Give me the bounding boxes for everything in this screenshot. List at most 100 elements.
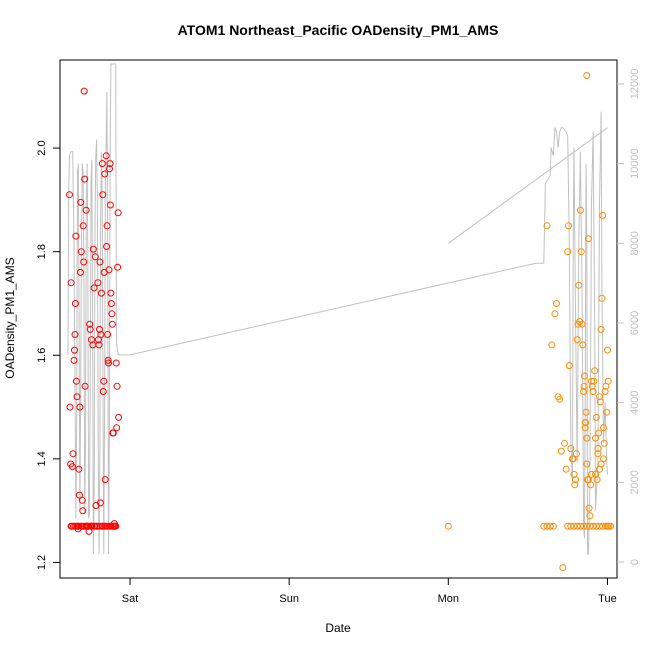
data-point-orange bbox=[557, 447, 565, 455]
data-point-red bbox=[72, 232, 80, 240]
y-axis-ticks: 1.2 1.4 1.6 1.8 2.0 bbox=[36, 140, 60, 570]
data-point-orange bbox=[580, 388, 588, 395]
data-point-red bbox=[90, 284, 98, 292]
y2-tick-label: 4000 bbox=[629, 390, 641, 414]
data-point-orange bbox=[600, 439, 608, 447]
data-point-red bbox=[107, 289, 115, 297]
x-tick-label: Sat bbox=[122, 593, 139, 605]
data-point-orange bbox=[604, 377, 612, 385]
x-axis-label: Date bbox=[325, 621, 351, 635]
data-point-red bbox=[103, 222, 111, 230]
data-point-orange bbox=[575, 281, 583, 289]
data-point-red bbox=[75, 491, 83, 499]
data-point-red bbox=[104, 356, 112, 364]
data-point-orange bbox=[603, 408, 611, 416]
chart-title: ATOM1 Northeast_Pacific OADensity_PM1_AM… bbox=[178, 22, 499, 38]
data-point-orange bbox=[582, 408, 590, 416]
data-point-orange bbox=[561, 439, 568, 447]
data-point-orange bbox=[572, 450, 580, 458]
y-tick-label: 1.2 bbox=[36, 555, 48, 570]
data-point-red bbox=[104, 331, 112, 338]
data-point-orange bbox=[553, 300, 560, 307]
data-point-orange bbox=[549, 522, 557, 530]
y2-tick-label: 6000 bbox=[629, 311, 641, 335]
y2-tick-label: 12000 bbox=[629, 69, 641, 100]
data-point-orange bbox=[600, 424, 607, 432]
data-point-orange bbox=[444, 522, 452, 530]
data-point-orange bbox=[546, 522, 554, 530]
data-point-red bbox=[80, 87, 88, 95]
data-point-red bbox=[101, 170, 109, 178]
data-point-red bbox=[109, 522, 116, 530]
data-point-red bbox=[96, 522, 104, 530]
data-point-red bbox=[97, 331, 105, 338]
data-point-red bbox=[114, 263, 122, 271]
data-point-orange bbox=[548, 341, 556, 349]
data-point-orange bbox=[571, 481, 579, 489]
data-point-red bbox=[76, 403, 84, 411]
data-point-orange bbox=[565, 222, 572, 230]
data-point-red bbox=[69, 450, 77, 458]
data-point-red bbox=[71, 300, 79, 307]
data-point-orange bbox=[578, 320, 586, 328]
data-point-red bbox=[82, 206, 90, 214]
data-point-red bbox=[68, 463, 76, 471]
x-tick-label: Sun bbox=[279, 593, 299, 605]
data-point-orange bbox=[569, 455, 577, 463]
data-point-red bbox=[96, 499, 104, 507]
data-point-red bbox=[99, 191, 107, 199]
data-point-red bbox=[106, 160, 114, 168]
data-point-orange bbox=[587, 481, 595, 489]
data-point-red bbox=[76, 268, 84, 276]
data-point-red bbox=[98, 160, 106, 168]
data-point-orange bbox=[594, 450, 602, 458]
data-point-red bbox=[77, 522, 85, 530]
data-point-orange bbox=[601, 388, 609, 395]
data-point-red bbox=[114, 209, 122, 217]
gray-line-series bbox=[67, 63, 608, 555]
data-point-red bbox=[101, 476, 109, 484]
data-point-red bbox=[77, 198, 85, 206]
data-point-red bbox=[113, 382, 121, 390]
data-point-orange bbox=[579, 341, 587, 349]
data-point-orange bbox=[581, 372, 588, 380]
y-tick-label: 1.8 bbox=[36, 244, 48, 259]
data-point-orange bbox=[592, 413, 600, 421]
gray-line bbox=[67, 63, 608, 555]
data-point-red bbox=[79, 222, 87, 230]
data-point-red bbox=[100, 377, 108, 385]
data-point-orange bbox=[551, 310, 559, 318]
data-point-red bbox=[99, 388, 107, 395]
data-point-orange bbox=[595, 429, 603, 437]
data-point-orange bbox=[562, 465, 570, 473]
data-point-orange bbox=[604, 346, 611, 354]
data-point-red bbox=[81, 382, 89, 390]
data-point-red bbox=[91, 253, 99, 261]
data-point-red bbox=[75, 465, 83, 473]
data-point-red bbox=[81, 175, 89, 183]
data-point-orange bbox=[573, 336, 581, 344]
data-point-red bbox=[112, 359, 120, 367]
data-point-red bbox=[105, 359, 112, 367]
data-point-red bbox=[71, 331, 79, 338]
y2-tick-label: 2000 bbox=[629, 470, 641, 494]
y2-axis-ticks: 0 2000 4000 6000 8000 10000 12000 bbox=[617, 69, 641, 565]
data-point-orange bbox=[583, 434, 591, 442]
data-point-red bbox=[70, 356, 78, 364]
data-point-red bbox=[88, 522, 96, 530]
data-point-red bbox=[89, 245, 97, 253]
data-point-red bbox=[72, 377, 80, 385]
data-point-red bbox=[102, 152, 110, 160]
data-point-red bbox=[107, 300, 115, 307]
data-point-red bbox=[77, 248, 85, 256]
data-point-red bbox=[113, 424, 121, 432]
y2-tick-label: 0 bbox=[629, 559, 641, 565]
y-tick-label: 1.4 bbox=[36, 451, 48, 466]
data-point-orange bbox=[586, 512, 594, 520]
gray-line-segment bbox=[448, 127, 608, 244]
data-point-orange bbox=[576, 206, 584, 214]
data-point-orange bbox=[565, 362, 573, 370]
data-point-red bbox=[109, 429, 117, 437]
data-point-orange bbox=[588, 470, 595, 478]
data-point-red bbox=[106, 165, 113, 173]
